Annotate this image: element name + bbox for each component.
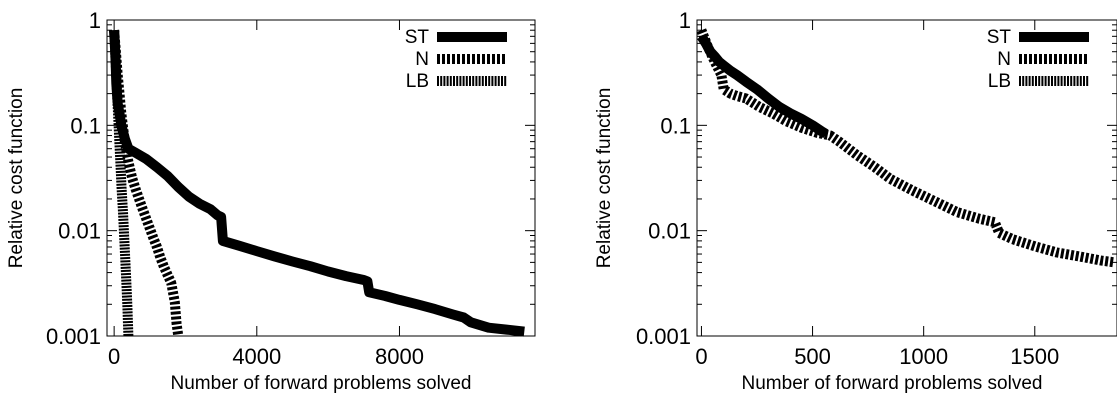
left-y-axis-label: Relative cost function	[6, 88, 27, 269]
right-legend-label-st: ST	[987, 27, 1012, 48]
left-y-tick-label: 0.001	[46, 324, 101, 349]
right-x-tick-label: 1000	[899, 344, 948, 369]
left-y-tick-label: 0.1	[70, 113, 101, 138]
right-x-tick-label: 0	[695, 344, 707, 369]
left-x-tick-label: 8000	[375, 344, 424, 369]
right-plot-frame	[696, 19, 1117, 337]
right-y-tick-label: 1	[679, 8, 691, 33]
left-x-tick-label: 0	[108, 344, 120, 369]
left-x-axis-label: Number of forward problems solved	[171, 373, 472, 394]
right-series-n-line	[697, 28, 1116, 268]
right-y-tick-label: 0.1	[660, 113, 691, 138]
left-y-tick-label: 0.01	[58, 219, 101, 244]
right-y-axis-label: Relative cost function	[594, 88, 615, 269]
right-x-tick-label: 1500	[1010, 344, 1059, 369]
right-x-tick-label: 500	[794, 344, 831, 369]
right-legend-label-lb: LB	[988, 71, 1011, 92]
left-legend-label-lb: LB	[406, 71, 429, 92]
right-series-st-line	[697, 33, 829, 139]
right-x-axis-label: Number of forward problems solved	[742, 373, 1043, 394]
left-series-st-line	[109, 29, 525, 337]
left-chart: 1 0.1 0.01 0.001 0 4000 8000 Number of forward …	[6, 8, 536, 394]
right-legend-label-n: N	[997, 49, 1011, 70]
left-series-n-line	[109, 29, 184, 337]
right-y-tick-label: 0.001	[636, 324, 691, 349]
left-y-tick-label: 1	[89, 8, 101, 33]
right-y-tick-label: 0.01	[648, 219, 691, 244]
left-legend-label-st: ST	[405, 27, 430, 48]
left-legend-label-n: N	[415, 49, 429, 70]
left-plot-frame	[106, 19, 536, 337]
left-x-tick-label: 4000	[232, 344, 281, 369]
